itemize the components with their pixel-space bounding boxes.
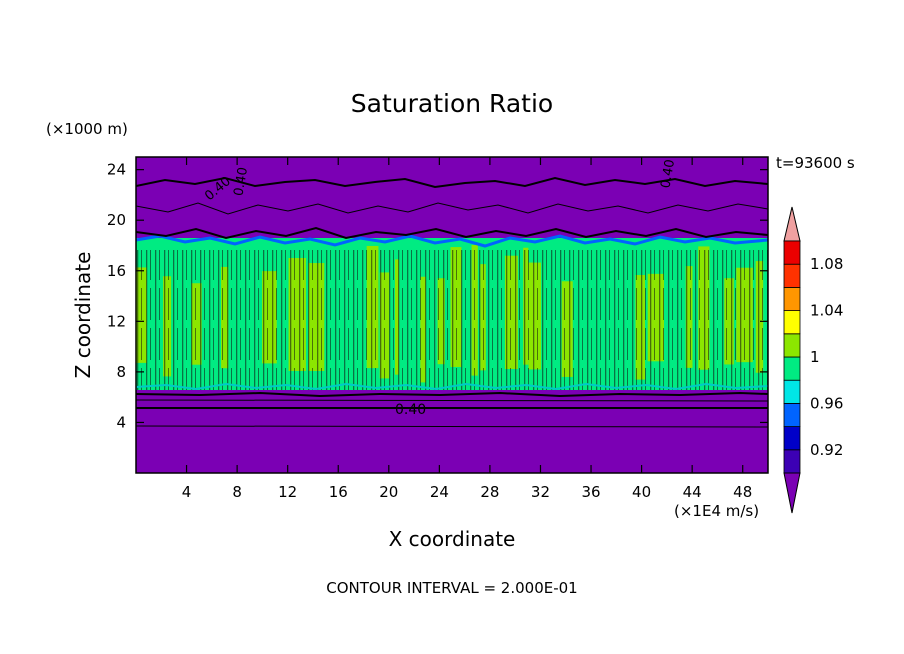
colorbar-band (783, 402, 801, 427)
contour-line-base-1 (136, 391, 768, 398)
plot-frame (135, 156, 769, 474)
colorbar-band (783, 286, 801, 311)
colorbar: 0.92 0.96 1 1.04 1.08 (783, 206, 843, 514)
colorbar-band (783, 333, 801, 358)
x-tick-label: 28 (480, 483, 499, 501)
streak-contours (136, 250, 768, 390)
y-tick-label: 8 (116, 363, 126, 381)
chart-title: Saturation Ratio (351, 89, 553, 118)
x-tick-label: 24 (430, 483, 449, 501)
y-tick-label: 20 (107, 211, 126, 229)
y-tick-label: 12 (107, 312, 126, 330)
contour-line-upper (136, 176, 768, 189)
x-tick-label: 40 (632, 483, 651, 501)
x-tick-label: 12 (278, 483, 297, 501)
x-tick-label: 32 (531, 483, 550, 501)
contour-label: 0.40 (395, 402, 426, 418)
colorbar-band (783, 379, 801, 404)
x-tick-label: 20 (379, 483, 398, 501)
contour-label: 0.40 (231, 166, 251, 197)
y-axis-unit: (×1000 m) (46, 120, 128, 138)
colorbar-band (783, 356, 801, 381)
contour-line-mid (136, 202, 768, 215)
y-axis-label: Z coordinate (71, 252, 95, 379)
y-axis: 4 8 12 16 20 24 (107, 161, 768, 431)
colorbar-band (783, 240, 801, 265)
x-tick-label: 4 (182, 483, 192, 501)
contour-interval-label: CONTOUR INTERVAL = 2.000E-01 (326, 579, 577, 597)
cloud-base-edge (136, 382, 768, 391)
colorbar-band (783, 449, 801, 474)
x-tick-label: 44 (683, 483, 702, 501)
colorbar-label: 0.92 (810, 441, 843, 459)
contour-line-base-2 (136, 399, 768, 402)
y-tick-label: 24 (107, 161, 126, 179)
x-tick-label: 16 (329, 483, 348, 501)
x-axis-unit: (×1E4 m/s) (674, 502, 759, 520)
x-tick-label: 36 (581, 483, 600, 501)
contour-field: 0.40 0.40 0.40 0.40 (136, 157, 768, 473)
colorbar-label: 1 (810, 348, 820, 366)
contour-label: 0.40 (658, 158, 678, 189)
contour-line-base-4 (136, 425, 768, 428)
x-axis: 4 8 12 16 20 24 28 32 36 40 44 48 (182, 157, 752, 501)
time-label: t=93600 s (776, 154, 855, 172)
x-axis-label: X coordinate (389, 527, 516, 551)
y-tick-label: 4 (116, 413, 126, 431)
colorbar-label: 1.08 (810, 255, 843, 273)
cloud-top-edge (136, 234, 768, 248)
colorbar-label: 0.96 (810, 394, 843, 412)
colorbar-band (783, 263, 801, 288)
x-tick-label: 48 (733, 483, 752, 501)
colorbar-over-triangle (783, 206, 801, 242)
colorbar-band (783, 310, 801, 335)
colorbar-under-triangle (783, 472, 801, 514)
y-tick-label: 16 (107, 262, 126, 280)
x-tick-label: 8 (232, 483, 242, 501)
colorbar-label: 1.04 (810, 302, 843, 320)
contour-line-cloud-top (136, 226, 768, 240)
colorbar-band (783, 426, 801, 451)
